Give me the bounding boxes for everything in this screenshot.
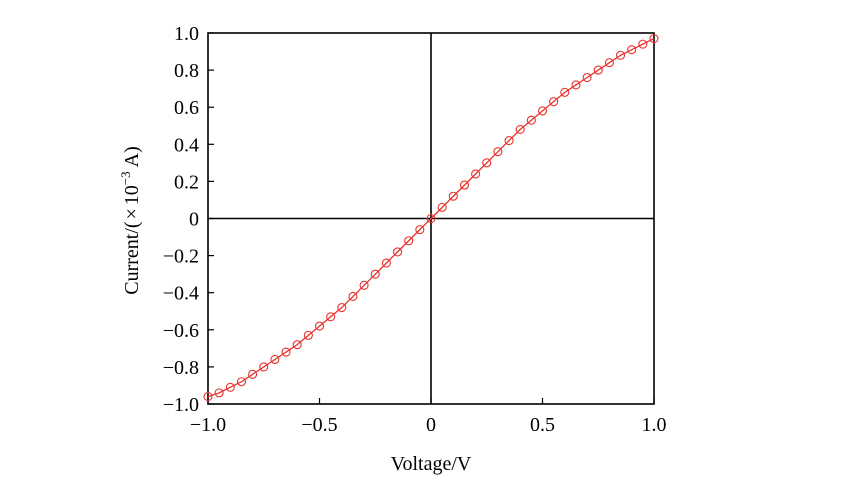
y-tick-label-10: −1.0 — [163, 394, 199, 416]
y-tick-label-8: −0.6 — [163, 320, 199, 342]
y-axis-label-unit: A) — [121, 146, 143, 167]
data-point-5 — [259, 362, 269, 372]
data-point-20 — [426, 213, 436, 224]
data-point-30 — [537, 106, 548, 116]
data-point-23 — [459, 180, 470, 190]
data-point-2 — [225, 382, 235, 392]
data-point-9 — [303, 330, 313, 340]
y-axis-label: Current/( × 10−3 A) — [118, 146, 143, 295]
data-point-1 — [214, 388, 224, 398]
data-point-12 — [337, 302, 347, 313]
x-tick-label-1: −0.5 — [301, 414, 337, 436]
data-point-40 — [649, 34, 659, 44]
data-point-25 — [482, 158, 492, 168]
data-point-34 — [582, 72, 592, 83]
data-point-16 — [381, 258, 391, 268]
x-axis-label: Voltage/V — [391, 453, 472, 475]
data-point-28 — [515, 124, 525, 135]
x-tick-label-3: 0.5 — [530, 414, 555, 436]
data-point-8 — [292, 340, 302, 350]
data-point-26 — [493, 147, 503, 157]
data-point-15 — [370, 269, 380, 279]
data-point-24 — [471, 169, 481, 179]
data-point-27 — [504, 136, 514, 146]
data-point-7 — [281, 347, 291, 357]
data-point-29 — [526, 115, 536, 125]
data-point-38 — [627, 45, 637, 55]
data-point-10 — [314, 321, 325, 331]
data-point-33 — [571, 80, 581, 90]
data-point-14 — [359, 280, 369, 290]
data-point-6 — [270, 354, 280, 365]
y-tick-label-2: 0.6 — [174, 97, 199, 119]
data-point-4 — [248, 369, 258, 379]
data-point-37 — [615, 50, 626, 60]
y-axis-label-prefix: Current/( — [121, 221, 143, 295]
data-point-19 — [415, 225, 425, 235]
data-point-39 — [638, 39, 648, 49]
data-point-31 — [549, 97, 559, 107]
y-tick-label-9: −0.8 — [163, 357, 199, 379]
series-layer — [203, 34, 659, 402]
y-tick-label-0: 1.0 — [174, 23, 199, 45]
y-axis-label-exponent: −3 — [118, 171, 133, 185]
data-point-3 — [236, 377, 246, 387]
data-point-11 — [326, 312, 336, 322]
data-point-32 — [560, 87, 570, 97]
data-point-17 — [392, 247, 403, 257]
data-point-35 — [593, 65, 603, 75]
axis-ticks: −1.0 −0.5 0 0.5 1.0 1.0 0.8 0.6 0.4 0.2 0 −0.2 −0.4 −… — [163, 23, 667, 436]
data-point-22 — [448, 191, 458, 201]
y-tick-label-4: 0.2 — [174, 171, 199, 193]
x-tick-label-0: −1.0 — [190, 414, 226, 436]
data-point-21 — [437, 202, 447, 212]
data-point-18 — [404, 236, 414, 246]
y-axis-label-base: 10 — [121, 185, 143, 205]
x-tick-label-4: 1.0 — [642, 414, 667, 436]
y-tick-label-6: −0.2 — [163, 246, 199, 268]
y-tick-label-3: 0.4 — [174, 134, 199, 156]
y-tick-label-5: 0 — [189, 209, 199, 231]
y-tick-label-7: −0.4 — [163, 283, 199, 305]
data-point-13 — [348, 291, 358, 301]
data-point-0 — [203, 392, 213, 402]
data-point-36 — [604, 58, 614, 68]
y-tick-label-1: 0.8 — [174, 60, 199, 82]
x-tick-label-2: 0 — [426, 414, 436, 436]
y-axis-label-times: × — [121, 208, 143, 219]
